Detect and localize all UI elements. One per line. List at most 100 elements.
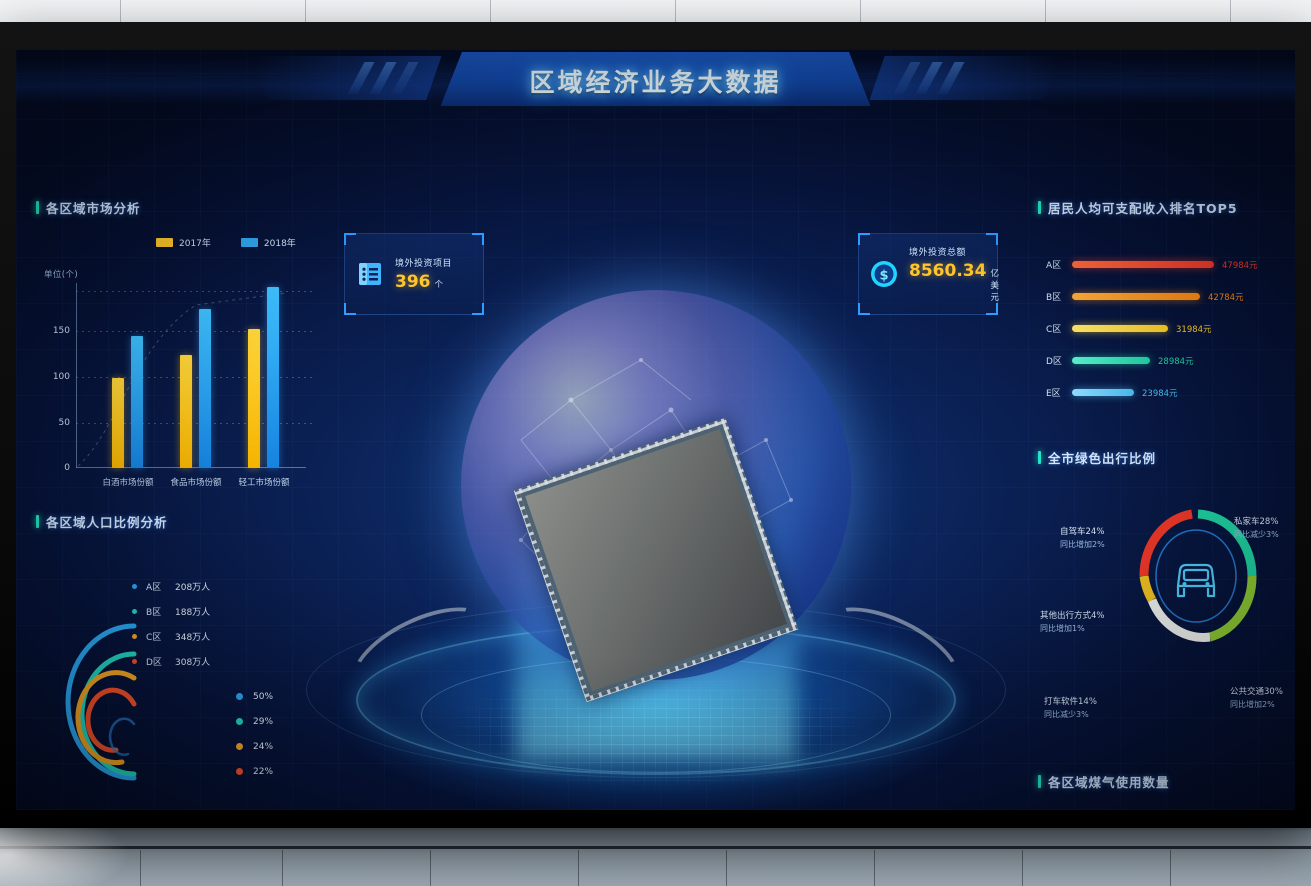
globe-sphere [461, 290, 851, 680]
travel-label-text: 其他出行方式4% [1040, 611, 1105, 621]
x-axis-label: 白酒市场份额 [102, 478, 154, 488]
income-bar [1072, 261, 1214, 268]
population-region: A区 [146, 583, 162, 593]
y-tick: 50 [58, 418, 70, 428]
income-bar [1072, 357, 1150, 364]
kpi-unit: 个 [434, 280, 444, 290]
bar-2017[interactable] [180, 355, 192, 468]
panel-title-text: 居民人均可支配收入排名TOP5 [1048, 201, 1238, 216]
panel-gas-usage: 各区域煤气使用数量 单位(万立方米) [1038, 772, 1295, 810]
travel-label-ride-hailing: 打车软件14% 同比减少3% [1044, 696, 1097, 722]
dashboard-screen: 区域经济业务大数据 [16, 50, 1295, 810]
legend-item[interactable]: 2017年 [156, 236, 211, 249]
income-bar [1072, 293, 1200, 300]
legend-label: 2017年 [179, 239, 211, 249]
kpi-card-overseas-investment[interactable]: $ 境外投资总额 8560.34 亿美元 [858, 233, 999, 315]
y-tick: 0 [64, 463, 70, 473]
travel-donut-chart[interactable] [1126, 500, 1266, 652]
car-icon [1176, 563, 1216, 598]
population-row[interactable]: B区 188万人 [132, 599, 210, 624]
bar-2018[interactable] [199, 309, 211, 468]
kpi-label: 境外投资总额 [909, 248, 967, 258]
kpi-card-overseas-projects[interactable]: 境外投资项目 396 个 [344, 233, 484, 315]
income-value: 42784元 [1208, 292, 1244, 303]
panel-title-text: 全市绿色出行比例 [1048, 451, 1157, 466]
population-row[interactable]: D区 308万人 [132, 649, 210, 674]
panel-income-top5: 居民人均可支配收入排名TOP5 A区 47984元 B区 42784元 C区 3… [1038, 198, 1295, 428]
legend-swatch [236, 693, 243, 700]
panel-market-analysis: 各区域市场分析 2017年 2018年 单位(个) [36, 198, 326, 518]
income-bar [1072, 325, 1168, 332]
legend-label: 2018年 [263, 239, 296, 249]
population-amount: 188万人 [175, 608, 211, 618]
kpi-unit: 亿美元 [990, 269, 999, 303]
title-bar-icon [36, 201, 39, 214]
panel-title-market: 各区域市场分析 [36, 198, 326, 217]
x-axis-label: 轻工市场份额 [238, 478, 290, 488]
population-legend: 50% 29% 24% 22% [236, 684, 273, 784]
travel-label-public-transit: 公共交通30% 同比增加2% [1230, 686, 1283, 712]
income-row[interactable]: C区 31984元 [1046, 322, 1212, 336]
travel-label-sub: 同比减少3% [1234, 530, 1279, 540]
income-region: D区 [1046, 357, 1062, 367]
panel-title-text: 各区域市场分析 [46, 201, 141, 216]
income-row[interactable]: E区 23984元 [1046, 386, 1178, 400]
income-row[interactable]: A区 47984元 [1046, 258, 1258, 272]
market-plot-area: 150 100 50 0 白酒市场份额 食品市场份额 [53, 283, 312, 488]
legend-label: 22% [253, 766, 274, 777]
legend-swatch [236, 743, 243, 750]
travel-label-sub: 同比增加2% [1060, 540, 1105, 550]
travel-label-sub: 同比减少3% [1044, 710, 1089, 720]
decor-arc-right [808, 588, 974, 718]
header-wing-left [251, 56, 442, 100]
y-tick: 100 [52, 372, 70, 382]
bar-2018[interactable] [131, 336, 143, 468]
bar-group[interactable]: 轻工市场份额 [238, 287, 290, 488]
income-row[interactable]: B区 42784元 [1046, 290, 1244, 304]
population-region: B区 [146, 608, 162, 618]
travel-label-other: 其他出行方式4% 同比增加1% [1040, 610, 1105, 636]
legend-item[interactable]: 22% [236, 759, 273, 784]
legend-swatch [156, 238, 173, 247]
population-row[interactable]: A区 208万人 [132, 574, 210, 599]
globe-network-icon [519, 358, 793, 611]
population-row[interactable]: C区 348万人 [132, 624, 210, 649]
bar-group[interactable]: 食品市场份额 [170, 309, 222, 488]
bar-2018[interactable] [267, 287, 279, 468]
legend-item[interactable]: 50% [236, 684, 273, 709]
income-bar [1072, 389, 1134, 396]
population-dot [132, 584, 137, 589]
population-dot [132, 659, 137, 664]
panel-title-gas: 各区域煤气使用数量 [1038, 772, 1295, 791]
display-bezel: 区域经济业务大数据 [0, 22, 1311, 828]
page-title: 区域经济业务大数据 [529, 68, 782, 97]
panel-green-travel: 全市绿色出行比例 [1038, 448, 1295, 748]
kpi-value: 396 [395, 272, 431, 292]
legend-swatch [240, 238, 258, 247]
legend-label: 29% [253, 716, 274, 727]
panel-title-travel: 全市绿色出行比例 [1038, 448, 1295, 467]
travel-label-text: 私家车28% [1234, 517, 1279, 527]
travel-label-text: 打车软件14% [1044, 697, 1097, 707]
income-region: E区 [1046, 389, 1061, 399]
legend-item[interactable]: 24% [236, 734, 273, 759]
kpi-value: 8560.34 [909, 261, 987, 281]
chip-panel [513, 417, 799, 703]
decor-arc-left [338, 588, 504, 718]
panel-title-population: 各区域人口比例分析 [36, 512, 336, 531]
bar-group[interactable]: 白酒市场份额 [102, 336, 154, 488]
population-radial-chart[interactable] [42, 554, 202, 794]
population-dot [132, 634, 137, 639]
legend-item[interactable]: 2018年 [240, 236, 296, 249]
bar-2017[interactable] [248, 329, 260, 468]
travel-label-sub: 同比增加1% [1040, 624, 1085, 634]
income-region: A区 [1046, 261, 1062, 271]
title-bar-icon [1038, 451, 1041, 464]
income-value: 23984元 [1142, 388, 1178, 399]
travel-label-text: 公共交通30% [1230, 687, 1283, 697]
income-row[interactable]: D区 28984元 [1046, 354, 1194, 368]
population-region: C区 [146, 633, 162, 643]
bar-2017[interactable] [112, 378, 124, 468]
legend-item[interactable]: 29% [236, 709, 273, 734]
panel-title-income: 居民人均可支配收入排名TOP5 [1038, 198, 1295, 217]
